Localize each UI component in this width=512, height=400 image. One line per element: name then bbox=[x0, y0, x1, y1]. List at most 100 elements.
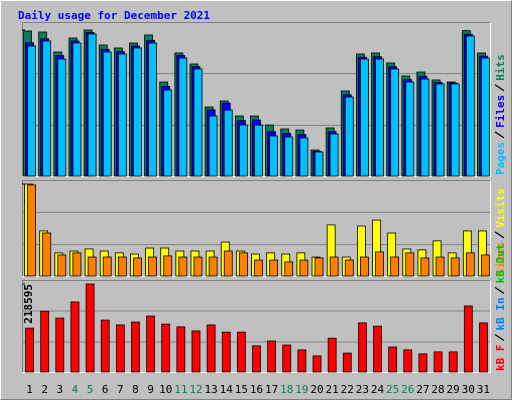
bar bbox=[344, 96, 354, 177]
legend-entry: Hits bbox=[494, 54, 507, 81]
panel-edge-light bbox=[22, 280, 491, 373]
bar bbox=[208, 256, 218, 277]
bar bbox=[238, 252, 248, 277]
x-tick-label: 26 bbox=[401, 383, 414, 396]
bar bbox=[85, 283, 95, 373]
bar bbox=[72, 42, 82, 177]
bar bbox=[25, 327, 34, 373]
panel-edge-dark bbox=[22, 280, 491, 373]
bar bbox=[115, 324, 125, 373]
bar bbox=[435, 83, 445, 177]
x-tick-label: 30 bbox=[462, 383, 475, 396]
bar bbox=[131, 321, 140, 373]
bar bbox=[27, 184, 36, 277]
x-tick-label: 17 bbox=[265, 383, 278, 396]
legend-entry: Sites bbox=[494, 242, 507, 275]
bar bbox=[193, 256, 203, 277]
bar bbox=[329, 133, 339, 177]
bar bbox=[87, 33, 97, 177]
bar bbox=[314, 151, 324, 177]
bar bbox=[418, 353, 428, 373]
bar bbox=[178, 57, 188, 177]
bar bbox=[148, 256, 157, 277]
x-tick-label: 7 bbox=[117, 383, 124, 396]
x-tick-label: 9 bbox=[147, 383, 154, 396]
bar bbox=[297, 349, 307, 373]
bar bbox=[420, 78, 430, 177]
legend-entry: Visits bbox=[494, 188, 507, 228]
bar bbox=[344, 259, 354, 277]
legend-separator bbox=[494, 231, 505, 239]
x-tick-label: 4 bbox=[72, 383, 79, 396]
bar bbox=[221, 331, 231, 373]
bar bbox=[133, 257, 142, 277]
bar bbox=[360, 58, 369, 177]
bar bbox=[102, 256, 112, 277]
x-tick-label: 6 bbox=[102, 383, 109, 396]
bar bbox=[433, 351, 443, 373]
bar bbox=[102, 51, 112, 177]
bar bbox=[329, 256, 339, 277]
bar bbox=[373, 325, 382, 373]
bar bbox=[405, 252, 415, 277]
x-tick-label: 16 bbox=[250, 383, 263, 396]
bar bbox=[55, 317, 65, 373]
bar bbox=[375, 251, 384, 277]
bar bbox=[27, 45, 36, 177]
bar bbox=[252, 345, 261, 373]
bar bbox=[206, 324, 216, 373]
x-tick-label: 22 bbox=[341, 383, 354, 396]
bar bbox=[238, 124, 248, 177]
x-tick-label: 25 bbox=[386, 383, 399, 396]
bar bbox=[72, 252, 82, 277]
bar bbox=[435, 256, 445, 277]
bar bbox=[42, 232, 52, 277]
legend-separator bbox=[494, 334, 505, 341]
bar bbox=[117, 256, 127, 277]
bar bbox=[269, 135, 279, 177]
bar bbox=[254, 259, 263, 277]
panel-edge-dark bbox=[22, 22, 491, 177]
legend-separator bbox=[494, 286, 505, 294]
bar bbox=[481, 57, 490, 177]
x-tick-label: 1 bbox=[26, 383, 33, 396]
bar bbox=[40, 310, 50, 373]
bar bbox=[70, 301, 80, 373]
bar bbox=[284, 261, 294, 277]
bar bbox=[254, 124, 263, 177]
legend-entry: Pages bbox=[494, 142, 507, 175]
x-tick-label: 21 bbox=[326, 383, 339, 396]
x-tick-label: 14 bbox=[220, 383, 234, 396]
x-tick-label: 18 bbox=[280, 383, 293, 396]
bar bbox=[465, 252, 475, 277]
x-tick-label: 5 bbox=[87, 383, 94, 396]
bar bbox=[403, 349, 413, 373]
bar bbox=[405, 81, 415, 177]
x-tick-label: 8 bbox=[132, 383, 139, 396]
x-tick-label: 19 bbox=[295, 383, 308, 396]
bar bbox=[163, 255, 173, 277]
bar bbox=[420, 257, 430, 277]
bar bbox=[146, 315, 155, 373]
bar bbox=[465, 35, 475, 177]
bar bbox=[57, 254, 67, 277]
bar bbox=[42, 40, 52, 177]
bar bbox=[299, 137, 309, 177]
x-tick-label: 23 bbox=[356, 383, 369, 396]
legend-entry: kB In bbox=[494, 297, 507, 330]
legend-entry: kB F bbox=[494, 345, 507, 372]
legend-entry: Files bbox=[494, 95, 507, 128]
panel-edge-dark bbox=[22, 180, 491, 277]
bar bbox=[176, 326, 186, 373]
bar bbox=[388, 346, 398, 373]
bar bbox=[117, 53, 127, 177]
x-tick-label: 29 bbox=[447, 383, 460, 396]
x-tick-label: 12 bbox=[189, 383, 202, 396]
x-tick-label: 10 bbox=[159, 383, 172, 396]
legend-separator bbox=[494, 84, 505, 92]
bar bbox=[450, 257, 460, 277]
x-tick-label: 11 bbox=[174, 383, 187, 396]
bar bbox=[148, 42, 157, 177]
bar bbox=[223, 250, 233, 277]
